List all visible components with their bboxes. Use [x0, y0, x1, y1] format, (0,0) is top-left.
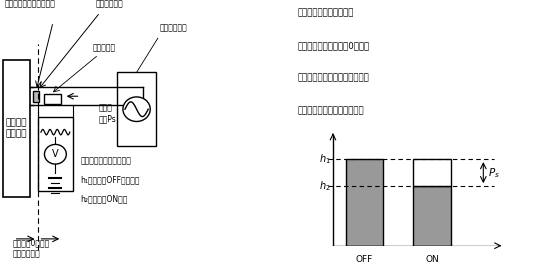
Circle shape — [123, 97, 150, 121]
Bar — [414, 186, 450, 246]
Text: $P_s$: $P_s$ — [488, 166, 500, 180]
Bar — [33, 91, 40, 102]
Text: 電磁波
電力Ps: 電磁波 電力Ps — [99, 103, 117, 123]
Text: 温度基準
ブロック: 温度基準 ブロック — [6, 118, 28, 138]
Bar — [38, 117, 73, 191]
Bar — [346, 159, 383, 246]
Text: 電磁波発生器: 電磁波発生器 — [159, 24, 187, 33]
Text: 熱電素子
（冷却及び温度差検出）: 熱電素子 （冷却及び温度差検出） — [5, 0, 56, 8]
Text: 断熱導波管: 断熱導波管 — [93, 43, 115, 52]
Circle shape — [44, 144, 66, 164]
Text: ON: ON — [425, 255, 439, 264]
Text: 電磁波吸収体: 電磁波吸収体 — [95, 0, 123, 8]
Text: 直流ヒーターの消費電力: 直流ヒーターの消費電力 — [80, 157, 131, 165]
Text: OFF: OFF — [356, 255, 373, 264]
Text: h₂（電磁波ON時）: h₂（電磁波ON時） — [80, 195, 128, 204]
Text: 電磁波入力時に温度基準: 電磁波入力時に温度基準 — [298, 8, 354, 17]
Text: h₁（電磁波OFF時）及び: h₁（電磁波OFF時）及び — [80, 176, 140, 185]
Bar — [117, 72, 156, 146]
Bar — [414, 159, 450, 186]
Text: 温度差を0に保つ
（等温制御）: 温度差を0に保つ （等温制御） — [12, 239, 49, 258]
Text: ブロックとの温度差を0に保つ: ブロックとの温度差を0に保つ — [298, 41, 370, 50]
Text: $h_1$: $h_1$ — [319, 152, 331, 166]
Bar — [44, 94, 61, 104]
Text: を減らしてバランスをとる。: を減らしてバランスをとる。 — [298, 106, 364, 115]
Bar — [3, 60, 30, 197]
Text: V: V — [52, 149, 59, 159]
Text: ように直流ヒーターの消費電力: ように直流ヒーターの消費電力 — [298, 74, 369, 83]
Text: $h_2$: $h_2$ — [319, 179, 331, 193]
